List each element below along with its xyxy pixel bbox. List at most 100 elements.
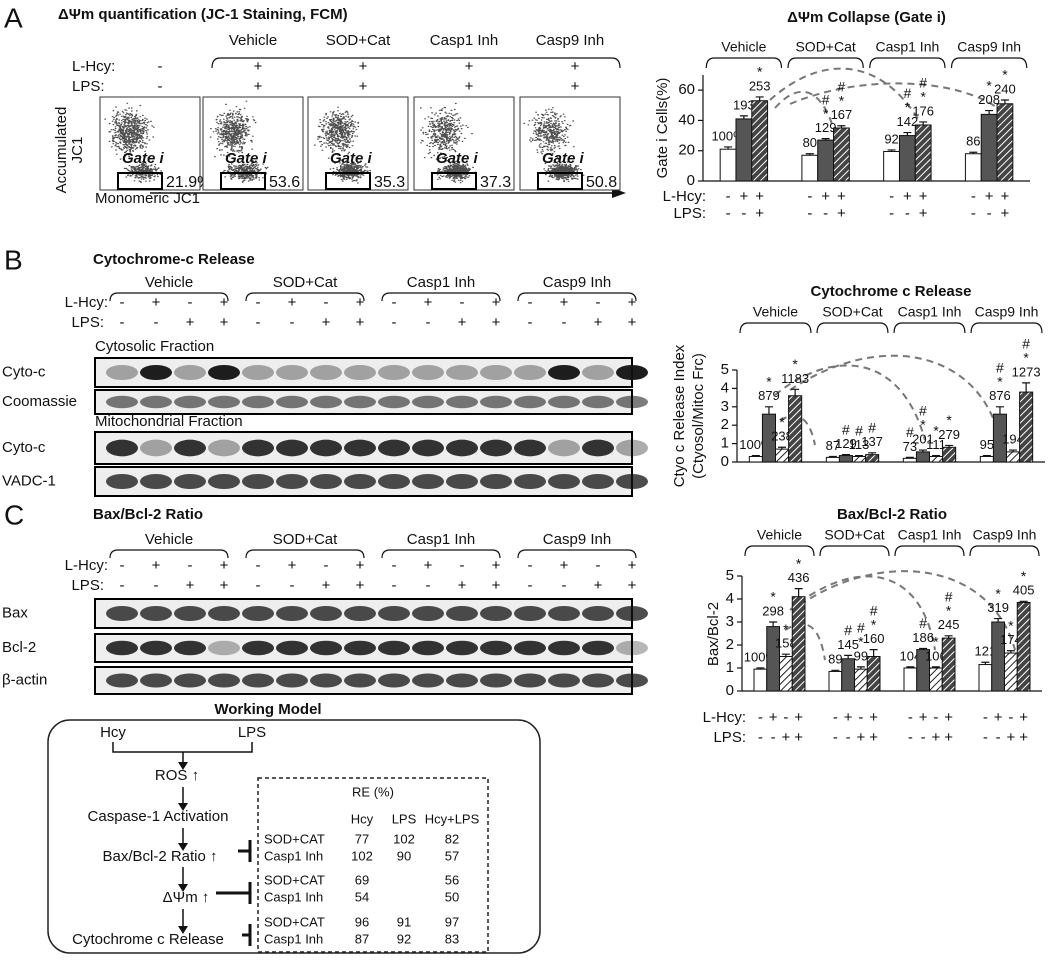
group-label: Casp9 Inh	[543, 274, 611, 291]
bar	[788, 395, 803, 463]
significance-mark: *	[997, 374, 1003, 390]
sign: -	[1008, 709, 1013, 726]
sign: +	[931, 729, 940, 746]
bar-annotation: 253	[749, 78, 771, 93]
sign: +	[458, 577, 467, 594]
group-bracket	[869, 57, 946, 69]
bar	[865, 454, 880, 463]
arrow-head	[178, 843, 188, 851]
band	[378, 673, 410, 688]
arc	[774, 90, 833, 125]
bar	[817, 139, 835, 182]
group-label: Vehicle	[721, 39, 766, 55]
sign: +	[356, 314, 365, 331]
band	[310, 673, 342, 688]
group-label: Vehicle	[145, 531, 193, 548]
sign: -	[392, 557, 397, 574]
sign: +	[1019, 729, 1028, 746]
band	[174, 640, 206, 656]
sign: +	[560, 557, 569, 574]
bar	[791, 596, 806, 692]
band	[582, 473, 614, 490]
error-bar	[837, 125, 846, 128]
bar	[980, 113, 998, 182]
band	[514, 640, 546, 656]
table-column: LPS	[392, 811, 417, 826]
group-bracket	[950, 57, 1028, 69]
bar-annotation: 89	[828, 652, 842, 667]
band	[616, 640, 648, 656]
error-bar	[994, 617, 1003, 622]
row-label: L-Hcy:	[65, 557, 108, 574]
bar-annotation: 92	[884, 131, 898, 146]
error-bar	[828, 455, 837, 458]
sign: +	[856, 729, 865, 746]
bar	[979, 455, 994, 463]
sign: +	[739, 188, 748, 205]
gate-label: Gate i	[122, 150, 165, 167]
table-treatment: Casp1 Inh	[264, 848, 323, 863]
band	[616, 605, 648, 622]
bar	[841, 658, 855, 692]
sign: +	[837, 205, 846, 222]
sign: +	[359, 78, 368, 95]
sign: +	[944, 729, 953, 746]
bar-annotation: 279	[938, 427, 960, 442]
band	[480, 439, 512, 457]
group-label: Vehicle	[757, 527, 802, 543]
sign: -	[889, 188, 894, 205]
sign: -	[833, 729, 838, 746]
sign: +	[869, 729, 878, 746]
error-bar	[739, 115, 748, 119]
gate-percent: 21.9%	[166, 174, 211, 191]
group-label: SOD+Cat	[822, 304, 882, 320]
chart-title: ΔΨm Collapse (Gate i)	[787, 9, 946, 26]
row-label: LPS:	[71, 314, 104, 331]
sign: +	[769, 709, 778, 726]
bar-annotation: 1183	[781, 371, 809, 386]
band	[514, 439, 546, 457]
error-bar	[905, 456, 914, 459]
sign: +	[821, 188, 830, 205]
band	[242, 473, 274, 490]
error-bar	[756, 667, 765, 670]
condition-label: SOD+Cat	[326, 32, 391, 49]
significance-mark: *	[839, 92, 845, 108]
bar-annotation: 129	[835, 436, 857, 451]
sign: -	[726, 205, 731, 222]
sign: +	[424, 294, 433, 311]
sign: -	[120, 557, 125, 574]
sign: -	[290, 314, 295, 331]
band	[514, 473, 546, 490]
gate-label: Gate i	[225, 150, 268, 167]
error-bar	[868, 452, 877, 455]
bar	[833, 127, 850, 182]
sign: +	[254, 58, 263, 75]
bar	[719, 148, 737, 182]
error-bar	[932, 454, 941, 457]
significance-mark: #	[855, 422, 863, 438]
sign: +	[152, 294, 161, 311]
sign: -	[908, 729, 913, 746]
sign: +	[492, 557, 501, 574]
group-label: Casp1 Inh	[898, 527, 962, 543]
group-bracket	[969, 545, 1040, 557]
error-bar	[903, 131, 912, 136]
sign: -	[996, 729, 1001, 746]
table-treatment: Casp1 Inh	[264, 931, 323, 946]
bar-annotation: 436	[788, 570, 810, 585]
bar-annotation: 99	[854, 648, 868, 663]
sign: -	[726, 188, 731, 205]
group-bracket	[211, 57, 621, 69]
sign: -	[256, 314, 261, 331]
band	[514, 395, 546, 409]
inhibition-bars	[216, 840, 252, 946]
band	[582, 364, 614, 381]
error-bar	[931, 666, 940, 668]
table-treatment: SOD+CAT	[264, 831, 325, 846]
group-bracket	[517, 292, 637, 302]
gate	[117, 172, 163, 190]
sign: -	[933, 709, 938, 726]
bar-annotation: 194	[1002, 431, 1024, 446]
sign: +	[755, 188, 764, 205]
